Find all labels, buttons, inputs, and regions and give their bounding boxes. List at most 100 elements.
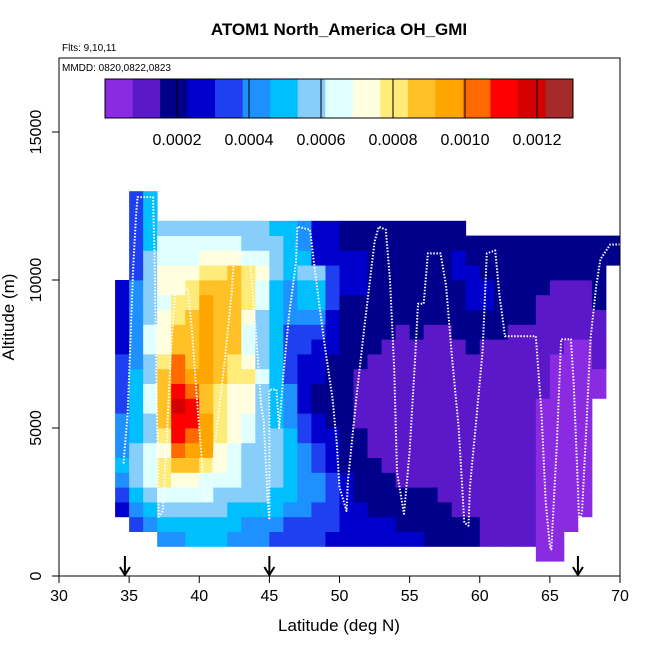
heatmap-cell: [227, 457, 242, 473]
heatmap-cell: [437, 398, 453, 414]
heatmap-cell: [451, 516, 467, 532]
heatmap-cell: [367, 250, 382, 266]
heatmap-cell: [129, 191, 144, 207]
heatmap-cell: [549, 398, 565, 414]
heatmap-cell: [283, 398, 298, 414]
heatmap-cell: [549, 502, 565, 518]
heatmap-cell: [353, 324, 368, 340]
heatmap-cell: [171, 502, 186, 518]
heatmap-cell: [157, 368, 172, 384]
heatmap-cell: [255, 368, 270, 384]
heatmap-cell: [283, 354, 298, 370]
heatmap-cell: [143, 354, 158, 370]
heatmap-cell: [297, 354, 312, 370]
heatmap-cell: [507, 354, 523, 370]
heatmap-cell: [367, 413, 382, 429]
flight-marker-arrowhead: [263, 566, 276, 577]
heatmap-cell: [563, 280, 579, 296]
flight-marker-layer: [119, 556, 584, 577]
heatmap-cell: [255, 339, 270, 355]
heatmap-cell: [297, 235, 312, 251]
heatmap-cell: [367, 428, 382, 444]
heatmap-cell: [311, 442, 326, 458]
heatmap-cell: [269, 294, 284, 310]
heatmap-cell: [381, 516, 396, 532]
x-tick-label: 55: [401, 588, 419, 605]
heatmap-cell: [129, 487, 144, 503]
heatmap-cell: [465, 531, 481, 547]
heatmap-cell: [213, 531, 228, 547]
heatmap-cell: [297, 383, 312, 399]
heatmap-cell: [129, 383, 144, 399]
x-tick-label: 40: [190, 588, 208, 605]
heatmap-cell: [381, 472, 396, 488]
heatmap-cell: [143, 206, 158, 222]
heatmap-cell: [143, 487, 158, 503]
heatmap-cell: [479, 294, 495, 310]
heatmap-cell: [283, 309, 298, 325]
heatmap-cell: [199, 487, 214, 503]
heatmap-cell: [325, 250, 340, 266]
heatmap-cell: [437, 531, 453, 547]
heatmap-cell: [115, 368, 130, 384]
heatmap-cell: [381, 487, 396, 503]
heatmap-cell: [171, 442, 186, 458]
heatmap-cell: [465, 413, 481, 429]
heatmap-cell: [255, 383, 270, 399]
heatmap-cell: [115, 339, 130, 355]
heatmap-cell: [549, 383, 565, 399]
heatmap-cell: [507, 457, 523, 473]
heatmap-cell: [171, 516, 186, 532]
heatmap-cell: [199, 502, 214, 518]
heatmap-cell: [283, 324, 298, 340]
heatmap-cell: [423, 309, 439, 325]
heatmap-cell: [143, 191, 158, 207]
heatmap-cell: [199, 324, 214, 340]
heatmap-cell: [283, 428, 298, 444]
heatmap-cell: [115, 354, 130, 370]
heatmap-cell: [535, 280, 551, 296]
heatmap-cell: [199, 383, 214, 399]
heatmap-cell: [437, 354, 453, 370]
heatmap-cell: [591, 383, 607, 399]
colorbar-swatch: [435, 79, 464, 118]
mmdd-note: MMDD: 0820,0822,0823: [62, 63, 171, 74]
heatmap-cell: [227, 368, 242, 384]
heatmap-cell: [479, 324, 495, 340]
heatmap-cell: [423, 502, 439, 518]
heatmap-cell: [157, 235, 172, 251]
heatmap-cell: [549, 265, 565, 281]
heatmap-cell: [395, 487, 411, 503]
heatmap-cell: [143, 339, 158, 355]
heatmap-cell: [437, 457, 453, 473]
heatmap-cell: [409, 354, 425, 370]
y-tick-label: 10000: [28, 258, 45, 303]
heatmap-cell: [325, 502, 340, 518]
heatmap-cell: [423, 324, 439, 340]
heatmap-cell: [409, 280, 425, 296]
heatmap-cell: [563, 265, 579, 281]
heatmap-cell: [241, 250, 256, 266]
heatmap-cell: [143, 235, 158, 251]
heatmap-cell: [227, 531, 242, 547]
heatmap-cell: [129, 398, 144, 414]
heatmap-cell: [521, 354, 537, 370]
heatmap-cell: [423, 413, 439, 429]
heatmap-cell: [423, 472, 439, 488]
heatmap-cell: [507, 250, 523, 266]
colorbar-tick-label: 0.0008: [369, 132, 418, 149]
heatmap-cell: [395, 531, 411, 547]
heatmap-cell: [507, 339, 523, 355]
heatmap-cell: [325, 309, 340, 325]
heatmap-cell: [269, 280, 284, 296]
heatmap-cell: [451, 294, 467, 310]
heatmap-cell: [367, 294, 382, 310]
colorbar-tick-label: 0.0002: [153, 132, 202, 149]
heatmap-cell: [171, 309, 186, 325]
heatmap-cell: [297, 339, 312, 355]
colorbar-swatch: [160, 79, 188, 118]
heatmap-cell: [493, 472, 509, 488]
heatmap-cell: [339, 354, 354, 370]
chart-title: ATOM1 North_America OH_GMI: [211, 20, 467, 39]
heatmap-cell: [171, 472, 186, 488]
